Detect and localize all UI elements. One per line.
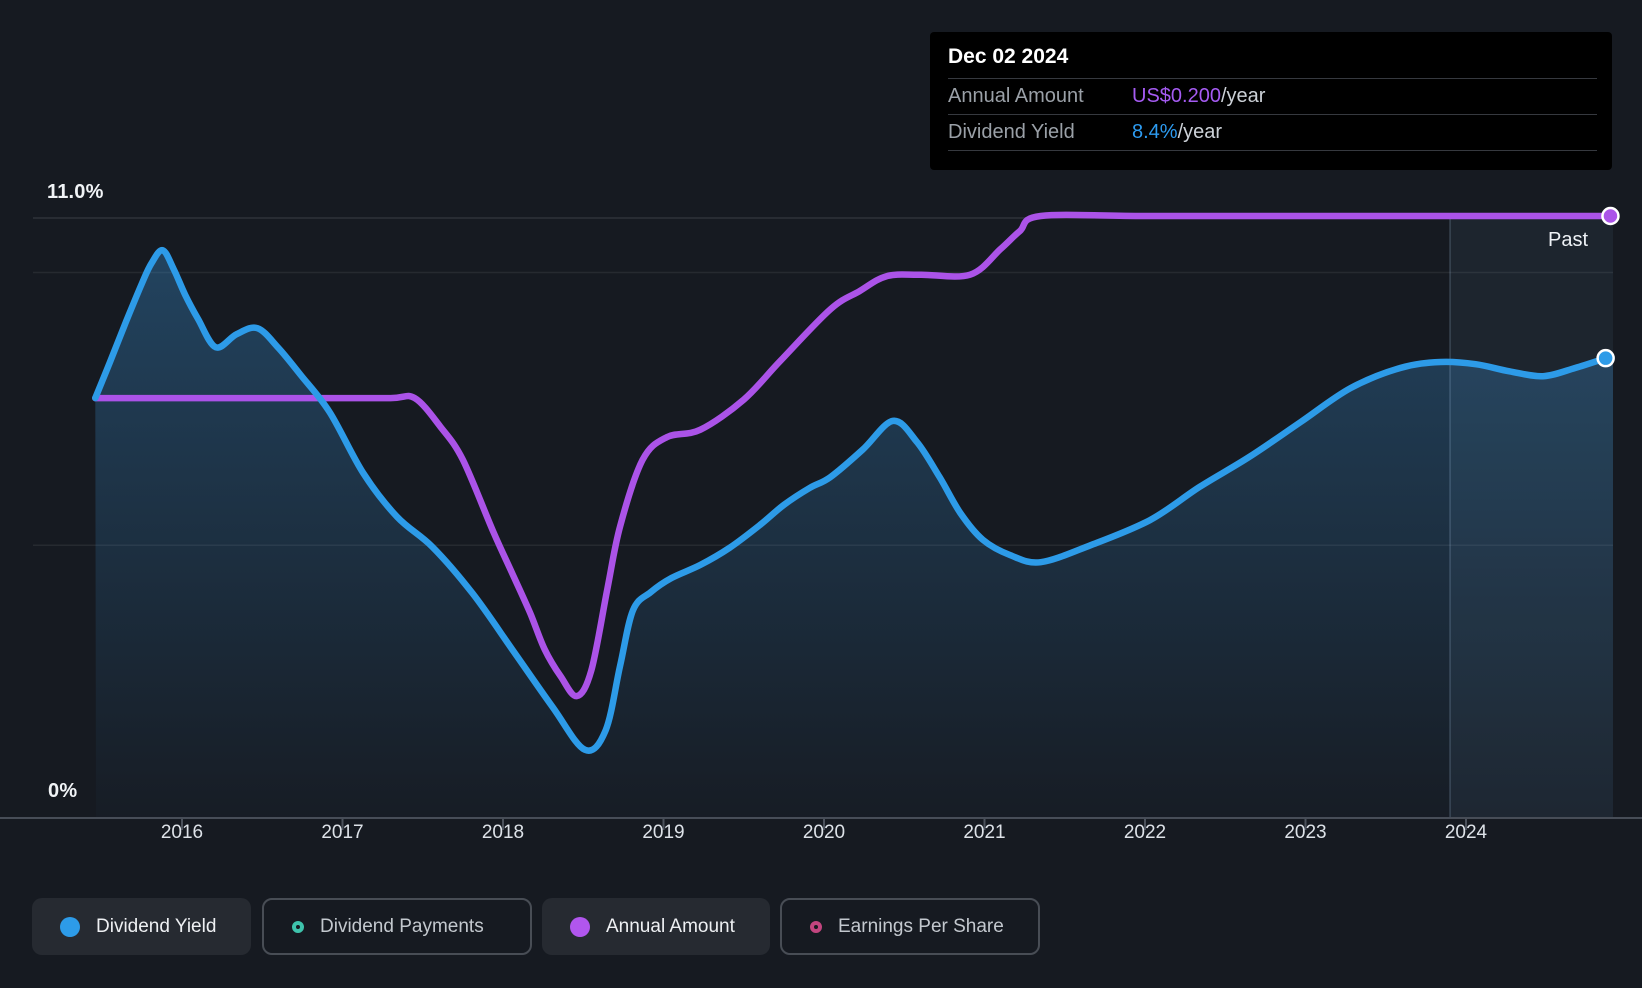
earnings-per-share-ring-icon [810, 920, 822, 933]
annual-amount-dot-icon [570, 916, 590, 937]
tooltip-dividend-yield-value: 8.4% [1132, 121, 1178, 143]
tooltip-annual-amount-value: US$0.200 [1132, 85, 1221, 107]
y-axis-max-label: 11.0% [47, 181, 104, 203]
past-region-overlay [1450, 218, 1613, 818]
x-axis-label-2016: 2016 [160, 822, 204, 843]
legend-toggle-annual-amount[interactable]: Annual Amount [542, 898, 770, 955]
x-axis-label-2021: 2021 [963, 822, 1006, 843]
x-axis-label-2022: 2022 [1123, 822, 1167, 843]
dividend-payments-ring-icon [292, 920, 304, 933]
legend-toggle-earnings-per-share[interactable]: Earnings Per Share [780, 898, 1040, 955]
tooltip-date: Dec 02 2024 [948, 45, 1069, 68]
chart-tooltip: Dec 02 2024 Annual Amount US$0.200 /year… [930, 32, 1612, 170]
y-axis-min-label: 0% [48, 780, 78, 802]
x-axis-label-2020: 2020 [802, 822, 846, 843]
tooltip-row-annual-amount: Annual Amount US$0.200 /year [948, 78, 1597, 114]
dividend-yield-line [92, 246, 1609, 754]
legend-label: Dividend Payments [320, 915, 484, 937]
legend-toggle-dividend-yield[interactable]: Dividend Yield [32, 898, 251, 955]
x-axis-label-2023: 2023 [1284, 822, 1327, 843]
legend-label: Dividend Yield [96, 915, 217, 937]
x-axis-label-2018: 2018 [481, 822, 525, 843]
tooltip-dividend-yield-suffix: /year [1177, 121, 1223, 143]
past-region-label: Past [1548, 229, 1589, 251]
x-axis-label-2017: 2017 [321, 822, 364, 843]
legend-label: Earnings Per Share [838, 915, 1004, 937]
tooltip-dividend-yield-label: Dividend Yield [948, 121, 1075, 143]
x-axis-label-2024: 2024 [1444, 822, 1488, 843]
annual-amount-line [92, 211, 1614, 700]
x-axis-label-2019: 2019 [642, 822, 685, 843]
tooltip-row-dividend-yield: Dividend Yield 8.4% /year [948, 114, 1597, 151]
legend-toggle-dividend-payments[interactable]: Dividend Payments [262, 898, 532, 955]
legend-label: Annual Amount [606, 915, 735, 937]
dividend-yield-endpoint-marker [1596, 348, 1615, 368]
dividend-yield-dot-icon [60, 916, 80, 937]
annual-amount-endpoint-marker [1601, 206, 1620, 226]
tooltip-annual-amount-label: Annual Amount [948, 85, 1084, 107]
dividend-yield-area [95, 250, 1613, 818]
tooltip-annual-amount-suffix: /year [1220, 85, 1266, 107]
